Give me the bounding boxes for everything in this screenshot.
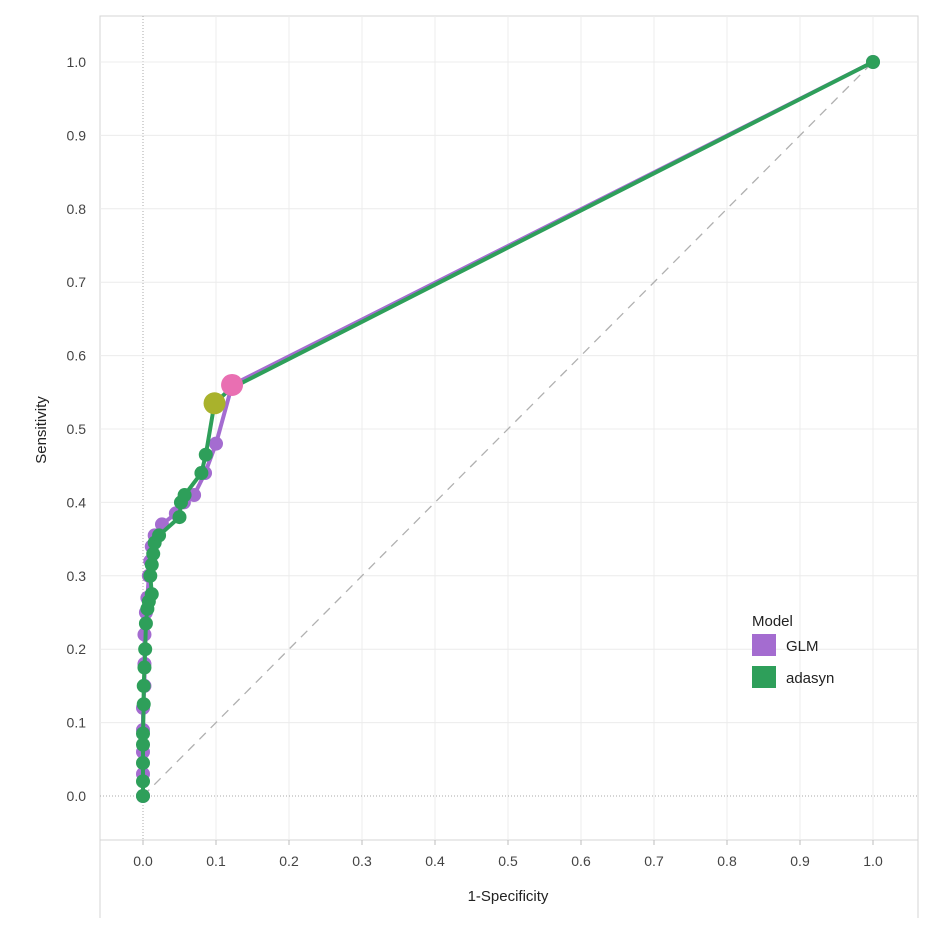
y-tick-label: 0.6 — [67, 348, 87, 364]
y-tick-label: 0.1 — [67, 715, 87, 731]
x-tick-label: 0.9 — [790, 853, 810, 869]
x-tick-label: 0.1 — [206, 853, 226, 869]
x-tick-label: 0.7 — [644, 853, 664, 869]
data-point-adasyn — [136, 755, 150, 770]
data-point-adasyn — [137, 660, 152, 675]
data-point-adasyn — [138, 616, 153, 631]
highlight-point-glm — [221, 373, 244, 396]
x-tick-label: 0.3 — [352, 853, 372, 869]
x-tick-label: 0.5 — [498, 853, 518, 869]
legend-swatch-glm — [752, 634, 776, 656]
data-point-adasyn — [136, 678, 151, 693]
reference-diagonal — [142, 61, 874, 797]
data-point-adasyn — [177, 488, 192, 503]
x-tick-label: 0.6 — [571, 853, 591, 869]
x-tick-label: 0.8 — [717, 853, 737, 869]
data-point-adasyn — [138, 642, 153, 657]
x-tick-label: 0.4 — [425, 853, 445, 869]
data-point-adasyn — [136, 789, 150, 803]
y-tick-label: 0.3 — [67, 568, 87, 584]
data-point-adasyn — [198, 447, 213, 462]
legend-swatch-adasyn — [752, 666, 776, 688]
data-point-adasyn — [152, 528, 167, 543]
data-point-adasyn — [136, 774, 150, 789]
data-point-adasyn — [866, 55, 880, 69]
legend-label-adasyn: adasyn — [786, 670, 834, 687]
data-point-adasyn — [194, 466, 209, 481]
data-point-adasyn — [136, 726, 150, 741]
y-tick-label: 0.4 — [67, 494, 87, 510]
data-point-adasyn — [136, 737, 150, 752]
data-point-adasyn — [144, 557, 159, 572]
data-point-glm — [209, 436, 223, 451]
legend-label-glm: GLM — [786, 638, 819, 655]
x-tick-label: 0.0 — [133, 853, 153, 869]
x-tick-label: 1.0 — [863, 853, 883, 869]
y-tick-label: 0.9 — [67, 127, 87, 143]
legend-title: Model — [752, 613, 793, 630]
highlight-point-adasyn — [203, 392, 226, 415]
data-point-adasyn — [143, 568, 158, 583]
y-tick-label: 0.0 — [67, 788, 87, 804]
y-tick-label: 1.0 — [67, 54, 87, 70]
x-axis-title: 1-Specificity — [468, 888, 549, 905]
x-tick-label: 0.2 — [279, 853, 299, 869]
y-tick-label: 0.7 — [67, 274, 87, 290]
data-point-adasyn — [172, 510, 187, 525]
series-adasyn — [136, 55, 880, 803]
y-tick-label: 0.8 — [67, 201, 87, 217]
y-tick-label: 0.5 — [67, 421, 87, 437]
data-point-adasyn — [136, 697, 151, 712]
y-axis-title: Sensitivity — [33, 396, 50, 464]
legend: Model GLM adasyn — [752, 613, 834, 688]
data-point-adasyn — [146, 546, 161, 561]
y-tick-label: 0.2 — [67, 641, 87, 657]
data-point-adasyn — [144, 587, 159, 602]
